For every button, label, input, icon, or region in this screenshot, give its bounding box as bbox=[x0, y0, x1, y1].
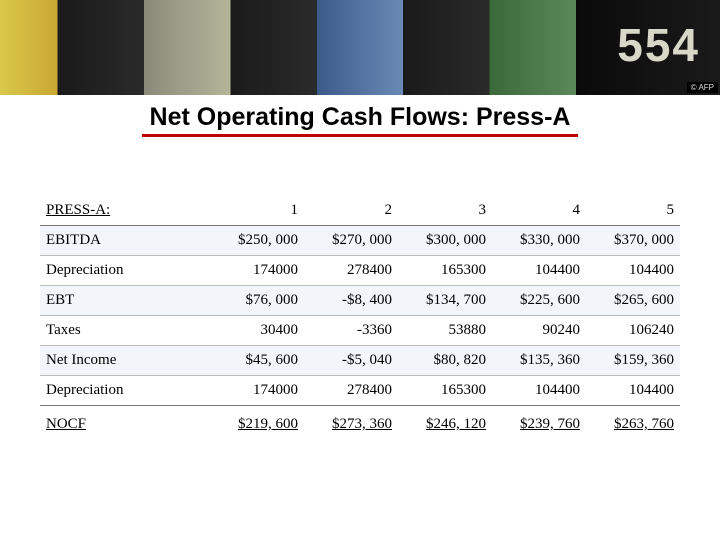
table-cell: $135, 360 bbox=[492, 346, 586, 376]
col-header: 4 bbox=[492, 196, 586, 226]
row-label: Taxes bbox=[40, 316, 210, 346]
table-cell: $225, 600 bbox=[492, 286, 586, 316]
footer-cell: $239, 760 bbox=[492, 406, 586, 440]
table-cell: 106240 bbox=[586, 316, 680, 346]
col-header: 1 bbox=[210, 196, 304, 226]
banner-attribution: © AFP bbox=[687, 82, 718, 93]
table-cell: 165300 bbox=[398, 376, 492, 406]
table-cell: $250, 000 bbox=[210, 226, 304, 256]
table-cell: $265, 600 bbox=[586, 286, 680, 316]
page-title: Net Operating Cash Flows: Press-A bbox=[142, 103, 579, 137]
col-header: 5 bbox=[586, 196, 680, 226]
row-label: Depreciation bbox=[40, 256, 210, 286]
table-cell: 165300 bbox=[398, 256, 492, 286]
row-label: Net Income bbox=[40, 346, 210, 376]
footer-cell: $219, 600 bbox=[210, 406, 304, 440]
table-row: Taxes30400-33605388090240106240 bbox=[40, 316, 680, 346]
header-label: PRESS-A: bbox=[40, 196, 210, 226]
table-cell: $134, 700 bbox=[398, 286, 492, 316]
table-cell: 30400 bbox=[210, 316, 304, 346]
table-cell: $159, 360 bbox=[586, 346, 680, 376]
row-label: EBT bbox=[40, 286, 210, 316]
col-header: 3 bbox=[398, 196, 492, 226]
table-row: Depreciation1740002784001653001044001044… bbox=[40, 256, 680, 286]
table-cell: 104400 bbox=[586, 376, 680, 406]
table-cell: $270, 000 bbox=[304, 226, 398, 256]
table-row: Depreciation1740002784001653001044001044… bbox=[40, 376, 680, 406]
title-wrap: Net Operating Cash Flows: Press-A bbox=[0, 95, 720, 141]
table-row: Net Income$45, 600-$5, 040$80, 820$135, … bbox=[40, 346, 680, 376]
col-header: 2 bbox=[304, 196, 398, 226]
table-cell: $370, 000 bbox=[586, 226, 680, 256]
table-cell: 174000 bbox=[210, 376, 304, 406]
cashflow-table-area: PRESS-A: 1 2 3 4 5 EBITDA$250, 000$270, … bbox=[40, 196, 680, 439]
row-label: Depreciation bbox=[40, 376, 210, 406]
table-cell: 90240 bbox=[492, 316, 586, 346]
table-cell: -$5, 040 bbox=[304, 346, 398, 376]
table-footer-row: NOCF $219, 600 $273, 360 $246, 120 $239,… bbox=[40, 406, 680, 440]
table-cell: $45, 600 bbox=[210, 346, 304, 376]
table-cell: 104400 bbox=[586, 256, 680, 286]
header-banner: © AFP bbox=[0, 0, 720, 95]
table-cell: $300, 000 bbox=[398, 226, 492, 256]
table-cell: -$8, 400 bbox=[304, 286, 398, 316]
footer-cell: $246, 120 bbox=[398, 406, 492, 440]
table-cell: $76, 000 bbox=[210, 286, 304, 316]
table-cell: 174000 bbox=[210, 256, 304, 286]
table-row: EBITDA$250, 000$270, 000$300, 000$330, 0… bbox=[40, 226, 680, 256]
table-cell: 53880 bbox=[398, 316, 492, 346]
table-header-row: PRESS-A: 1 2 3 4 5 bbox=[40, 196, 680, 226]
table-row: EBT$76, 000-$8, 400$134, 700$225, 600$26… bbox=[40, 286, 680, 316]
footer-label: NOCF bbox=[40, 406, 210, 440]
table-cell: $80, 820 bbox=[398, 346, 492, 376]
table-cell: $330, 000 bbox=[492, 226, 586, 256]
table-cell: 278400 bbox=[304, 376, 398, 406]
table-cell: -3360 bbox=[304, 316, 398, 346]
table-cell: 104400 bbox=[492, 256, 586, 286]
table-cell: 104400 bbox=[492, 376, 586, 406]
footer-cell: $263, 760 bbox=[586, 406, 680, 440]
table-body: EBITDA$250, 000$270, 000$300, 000$330, 0… bbox=[40, 226, 680, 406]
footer-cell: $273, 360 bbox=[304, 406, 398, 440]
cashflow-table: PRESS-A: 1 2 3 4 5 EBITDA$250, 000$270, … bbox=[40, 196, 680, 439]
table-cell: 278400 bbox=[304, 256, 398, 286]
row-label: EBITDA bbox=[40, 226, 210, 256]
